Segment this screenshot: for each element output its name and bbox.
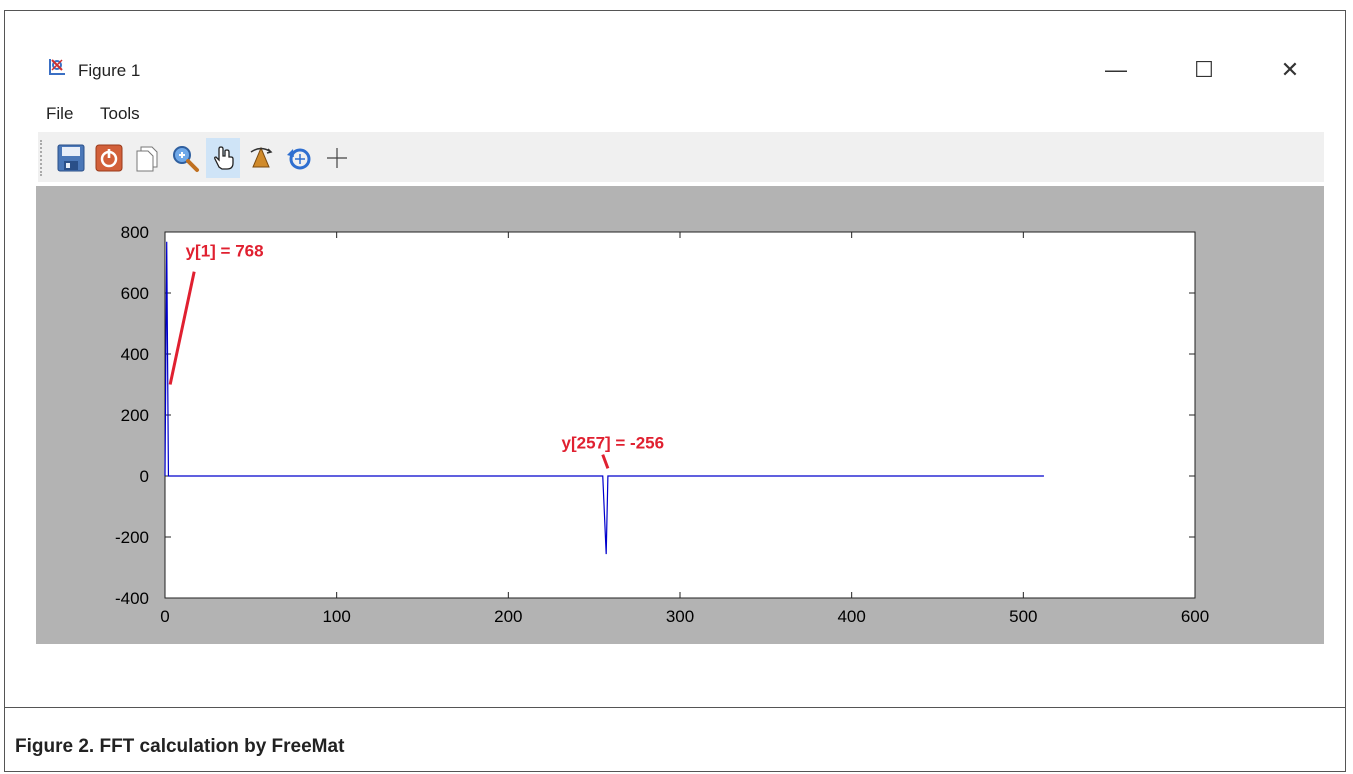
zoom-icon[interactable] [168, 138, 202, 178]
annotation-label: y[257] = -256 [562, 434, 665, 453]
reset-view-icon[interactable] [282, 138, 316, 178]
series-line [164, 241, 1044, 555]
menu-file[interactable]: File [46, 104, 74, 123]
annotation-label: y[1] = 768 [186, 241, 264, 260]
window-title: Figure 1 [78, 61, 141, 80]
y-tick-label: -200 [115, 528, 149, 547]
x-tick-label: 200 [494, 607, 522, 626]
pan-hand-icon[interactable] [206, 138, 240, 178]
y-tick-label: 400 [121, 345, 149, 364]
close-button[interactable]: ✕ [1280, 57, 1300, 82]
x-tick-label: 400 [837, 607, 865, 626]
y-tick-label: 800 [121, 223, 149, 242]
x-tick-label: 0 [160, 607, 169, 626]
figure-caption: Figure 2. FFT calculation by FreeMat [4, 708, 1346, 772]
menu-bar: File Tools [34, 100, 1326, 128]
y-tick-label: -400 [115, 589, 149, 608]
caption-text: Figure 2. FFT calculation by FreeMat [15, 736, 345, 757]
y-tick-label: 0 [140, 467, 149, 486]
fft-plot[interactable]: 0 100 200 300 400 500 600 -400 -200 0 200 400 600 800… [36, 186, 1324, 644]
x-tick-label: 100 [322, 607, 350, 626]
freemat-figure-icon [46, 56, 68, 78]
maximize-button[interactable]: ☐ [1194, 57, 1214, 82]
x-tick-label: 600 [1181, 607, 1209, 626]
plot-axes-box [164, 231, 1196, 599]
y-tick-label: 200 [121, 406, 149, 425]
figure-canvas: 0 100 200 300 400 500 600 -400 -200 0 200 400 600 800… [36, 186, 1324, 644]
rotate-3d-icon[interactable] [244, 138, 278, 178]
minimize-button[interactable]: — [1105, 57, 1127, 82]
copy-icon[interactable] [130, 138, 164, 178]
power-icon[interactable] [92, 138, 126, 178]
crosshair-icon[interactable] [320, 138, 354, 178]
annotation-pointer [168, 271, 196, 385]
menu-tools[interactable]: Tools [100, 104, 140, 123]
figure-window: Figure 1 — ☐ ✕ File Tools [34, 40, 1326, 688]
title-bar: Figure 1 — ☐ ✕ [34, 40, 1326, 82]
y-tick-label: 600 [121, 284, 149, 303]
toolbar-grip[interactable] [40, 140, 45, 176]
x-tick-label: 300 [666, 607, 694, 626]
x-tick-label: 500 [1009, 607, 1037, 626]
annotation-pointer [601, 454, 610, 469]
save-icon[interactable] [54, 138, 88, 178]
toolbar [38, 132, 1324, 182]
